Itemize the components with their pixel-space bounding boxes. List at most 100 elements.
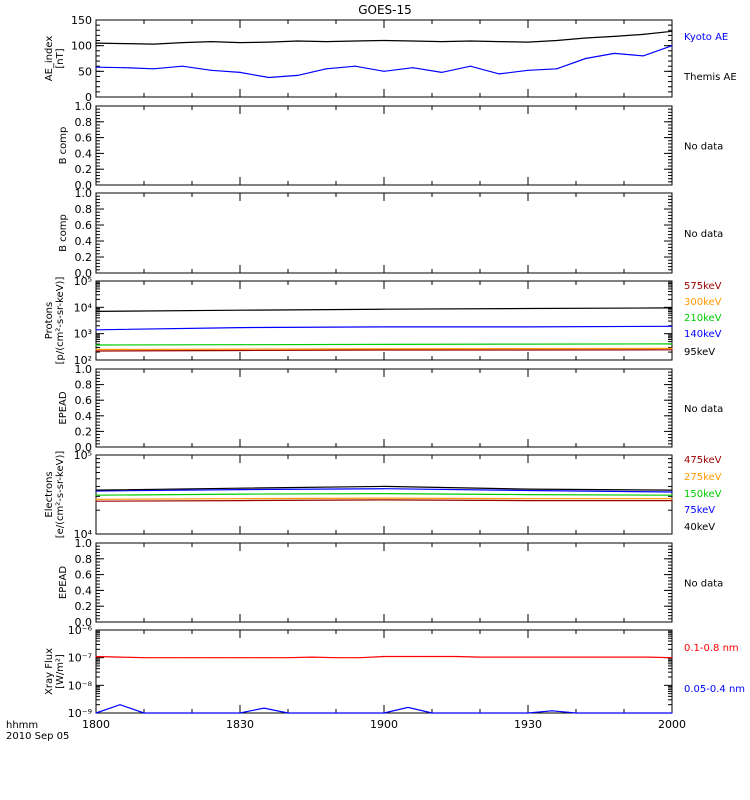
- data-point: [671, 45, 673, 47]
- data-point: [623, 712, 625, 714]
- data-point: [441, 71, 443, 73]
- data-point: [503, 712, 505, 714]
- y-tick-label: 10³: [74, 328, 92, 341]
- data-point: [335, 712, 337, 714]
- data-point: [325, 68, 327, 70]
- y-axis-label: AE_index[nT]: [44, 36, 66, 82]
- legend-entry: 40keV: [684, 522, 715, 533]
- data-point: [335, 657, 337, 659]
- data-point: [575, 712, 577, 714]
- panel-bcomp1: 0.0 0.2 0.4 0.6 0.8 1.0 B comp No data: [58, 100, 723, 192]
- data-point: [671, 712, 673, 714]
- data-point: [479, 712, 481, 714]
- data-point: [287, 712, 289, 714]
- data-point: [263, 707, 265, 709]
- data-point: [95, 655, 97, 658]
- data-point: [167, 657, 169, 659]
- panel-frame: [95, 105, 673, 186]
- data-point: [455, 655, 457, 658]
- legend-entry: Themis AE: [683, 72, 737, 83]
- data-point: [153, 43, 155, 45]
- data-point: [239, 71, 241, 73]
- data-point: [215, 712, 217, 714]
- y-axis-label: EPEAD: [58, 566, 69, 600]
- data-point: [311, 656, 313, 658]
- data-point: [412, 40, 414, 42]
- data-point: [268, 41, 270, 43]
- legend-entry: 0.1-0.8 nm: [684, 643, 739, 654]
- data-point: [239, 326, 241, 329]
- data-point: [527, 343, 529, 345]
- data-point: [239, 344, 241, 346]
- data-point: [383, 326, 385, 328]
- data-point: [311, 712, 313, 714]
- data-point: [153, 68, 155, 70]
- y-tick-label: 0.0: [75, 616, 93, 629]
- data-point: [95, 350, 97, 352]
- y-tick-label: 0.4: [75, 410, 93, 423]
- data-point: [527, 489, 529, 492]
- data-point: [556, 68, 558, 70]
- data-point: [671, 498, 673, 500]
- data-point: [239, 499, 241, 502]
- legend-entry: 140keV: [684, 329, 722, 340]
- figure-title: GOES-15: [358, 3, 412, 17]
- y-tick-label: 0.0: [75, 441, 93, 454]
- data-point: [671, 307, 673, 309]
- data-point: [95, 348, 97, 351]
- x-tick-label: 1830: [226, 718, 254, 731]
- y-tick-label: 10⁴: [74, 528, 93, 541]
- data-point: [671, 494, 673, 496]
- x-tick-label: 1900: [370, 718, 398, 731]
- data-point: [647, 712, 649, 714]
- y-tick-label: 1.0: [75, 100, 93, 113]
- data-point: [95, 494, 97, 496]
- legend-entry: 0.05-0.4 nm: [684, 684, 745, 695]
- data-point: [498, 73, 500, 75]
- y-tick-label: 0.6: [75, 219, 93, 232]
- data-point: [383, 655, 385, 658]
- y-tick-label: 50: [78, 65, 92, 78]
- data-point: [181, 41, 183, 44]
- data-point: [527, 41, 529, 43]
- data-point: [239, 712, 241, 714]
- data-point: [239, 309, 241, 311]
- data-point: [671, 491, 673, 493]
- data-point: [239, 348, 241, 350]
- y-tick-label: 0.8: [75, 203, 93, 216]
- data-point: [613, 35, 616, 38]
- data-point: [503, 656, 505, 658]
- y-tick-label: 1.0: [75, 537, 93, 550]
- no-data-label: No data: [684, 229, 723, 240]
- data-point: [210, 69, 212, 71]
- data-point: [143, 712, 145, 714]
- panel-frame: [95, 368, 673, 448]
- data-point: [191, 712, 193, 714]
- y-tick-label: 0.2: [75, 251, 93, 264]
- y-tick-label: 10⁻⁹: [68, 707, 92, 720]
- data-point: [359, 712, 361, 714]
- panel-ae: 0 50 100 150 AE_index[nT] Kyoto AE Themis AE: [44, 14, 737, 104]
- panel-electrons: 10⁴ 10⁵ Electrons[e/(cm²-s-sr-keV)] 475keV 2…: [44, 449, 722, 541]
- data-point: [671, 349, 673, 351]
- data-point: [575, 656, 577, 658]
- data-point: [383, 488, 385, 490]
- data-point: [119, 704, 121, 706]
- data-point: [181, 65, 183, 67]
- data-point: [556, 39, 558, 42]
- y-tick-label: 150: [71, 14, 92, 27]
- data-point: [599, 712, 601, 714]
- data-point: [585, 57, 587, 60]
- legend-entry: 475keV: [684, 455, 722, 466]
- data-point: [239, 349, 241, 352]
- data-point: [527, 498, 529, 500]
- y-tick-label: 0.6: [75, 394, 93, 407]
- data-point: [455, 712, 457, 714]
- data-point: [671, 489, 673, 491]
- x-tick-labels: 1800 1830 1900 1930 2000: [82, 718, 686, 731]
- no-data-label: No data: [684, 579, 723, 590]
- data-point: [527, 307, 529, 310]
- panel-bcomp2: 0.0 0.2 0.4 0.6 0.8 1.0 B comp No data: [58, 187, 723, 280]
- y-axis-label: Electrons[e/(cm²-s-sr-keV)]: [44, 451, 66, 539]
